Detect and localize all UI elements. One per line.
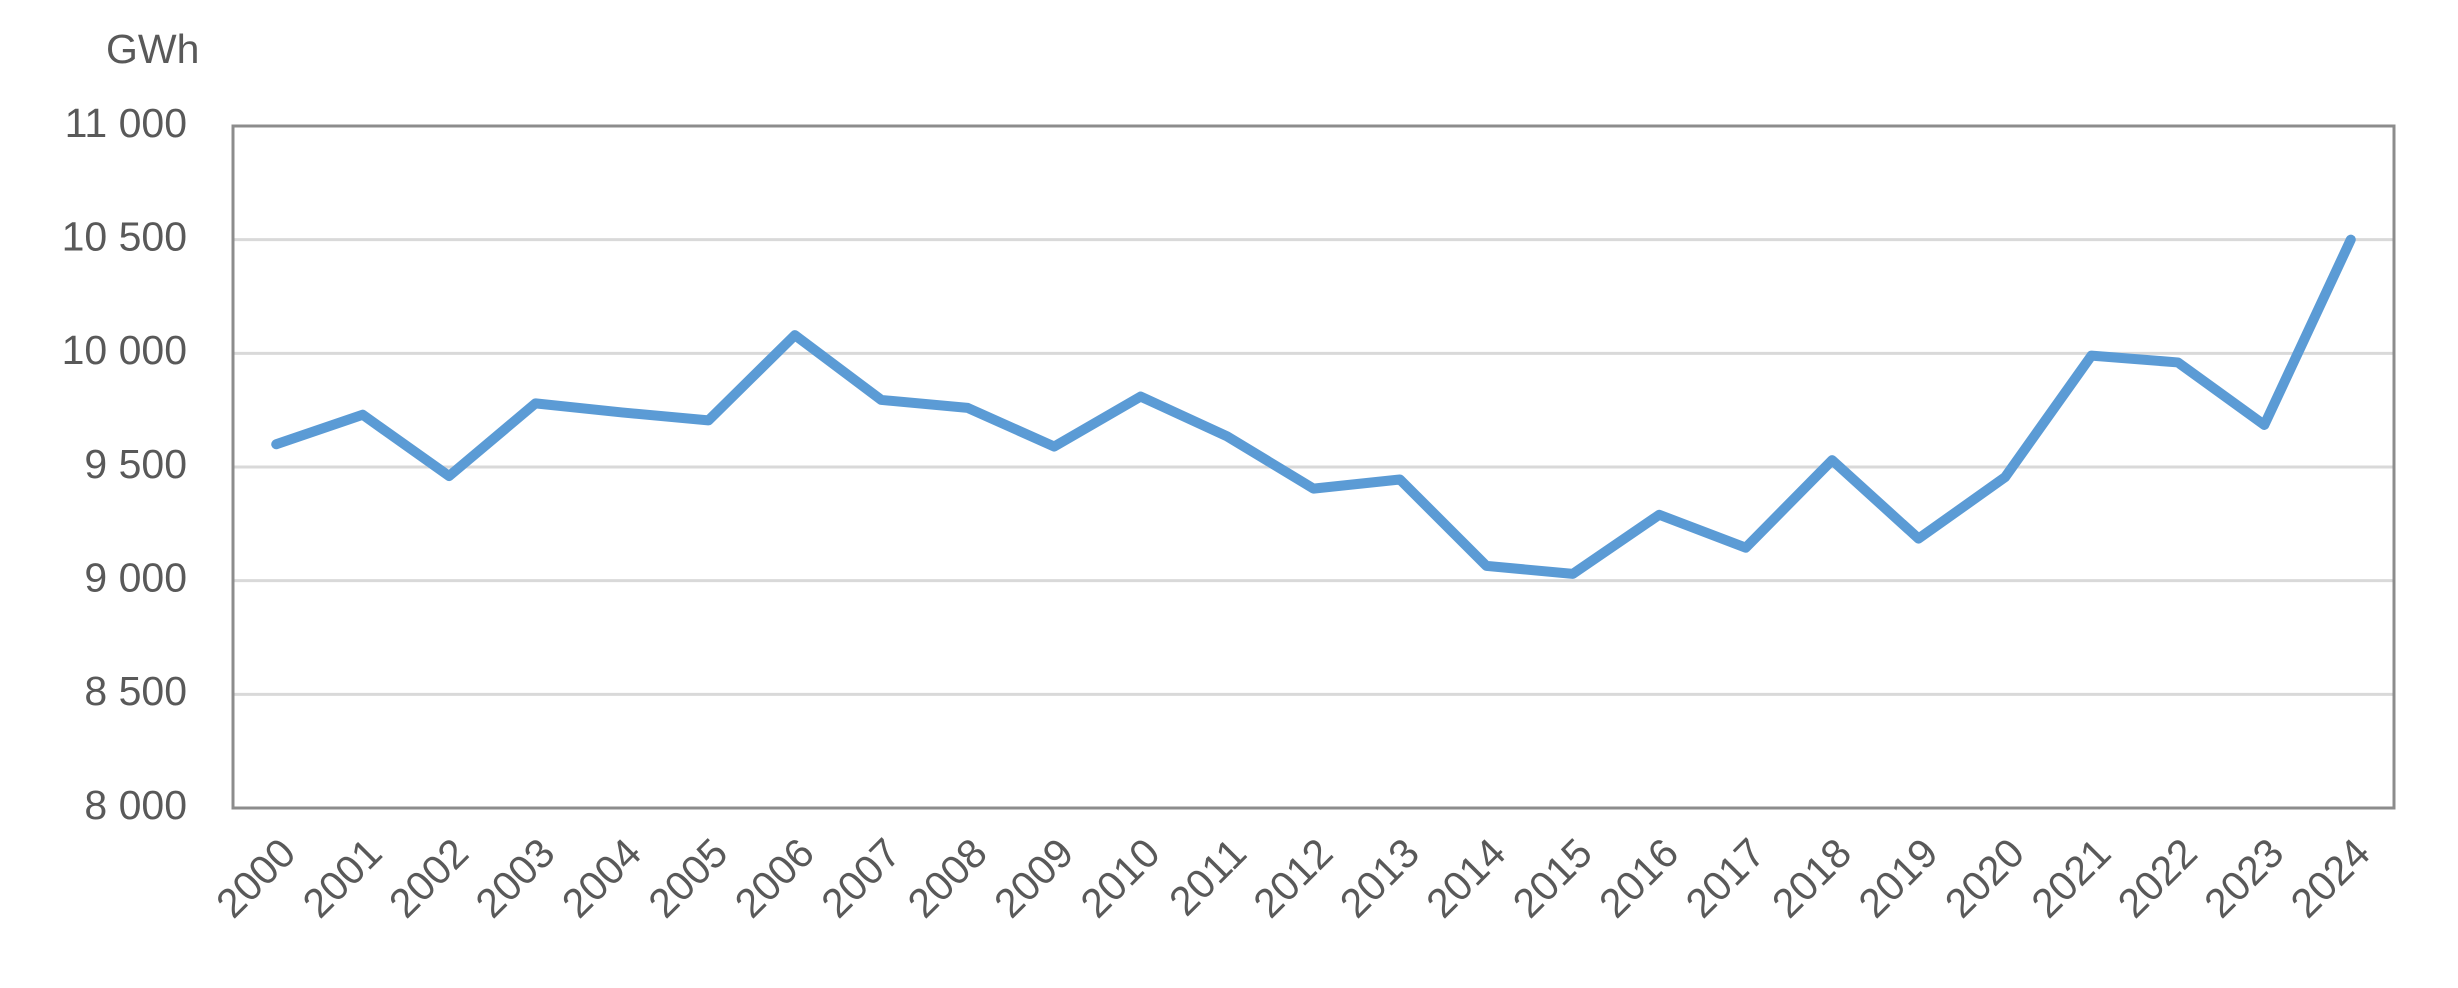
y-tick-label: 10 500 <box>62 213 187 259</box>
data-line <box>271 234 2356 579</box>
x-tick-label: 2024 <box>2282 829 2379 926</box>
x-tick-label: 2001 <box>294 829 391 926</box>
y-tick-label: 9 500 <box>84 441 187 487</box>
x-tick-label: 2012 <box>1244 829 1341 926</box>
x-tick-label: 2002 <box>380 829 477 926</box>
y-axis-label: GWh <box>106 26 199 72</box>
x-tick-label: 2018 <box>1763 829 1860 926</box>
x-tick-label: 2000 <box>207 829 304 926</box>
x-tick-label: 2004 <box>553 829 650 926</box>
x-tick-label: 2013 <box>1331 829 1428 926</box>
x-tick-label: 2007 <box>812 829 909 926</box>
y-tick-label: 8 000 <box>84 782 187 828</box>
x-tick-label: 2011 <box>1160 829 1255 924</box>
x-tick-label: 2017 <box>1677 829 1774 926</box>
x-tick-label: 2003 <box>467 829 564 926</box>
plot-frame <box>231 124 2396 810</box>
x-tick-label: 2022 <box>2109 829 2206 926</box>
x-tick-label: 2020 <box>1936 829 2033 926</box>
y-tick-label: 10 000 <box>62 327 187 373</box>
x-tick-label: 2014 <box>1417 829 1514 926</box>
x-tick-label: 2019 <box>1850 829 1947 926</box>
y-tick-label: 9 000 <box>84 554 187 600</box>
x-tick-label: 2010 <box>1072 829 1169 926</box>
x-tick-label: 2016 <box>1590 829 1687 926</box>
x-tick-label: 2015 <box>1504 829 1601 926</box>
x-tick-label: 2023 <box>2195 829 2292 926</box>
x-tick-label: 2021 <box>2022 829 2119 926</box>
y-tick-label: 11 000 <box>65 100 187 146</box>
x-tick-label: 2005 <box>639 829 736 926</box>
x-tick-label: 2008 <box>899 829 996 926</box>
x-tick-label: 2006 <box>726 829 823 926</box>
x-tick-label: 2009 <box>985 829 1082 926</box>
y-tick-label: 8 500 <box>84 668 187 714</box>
